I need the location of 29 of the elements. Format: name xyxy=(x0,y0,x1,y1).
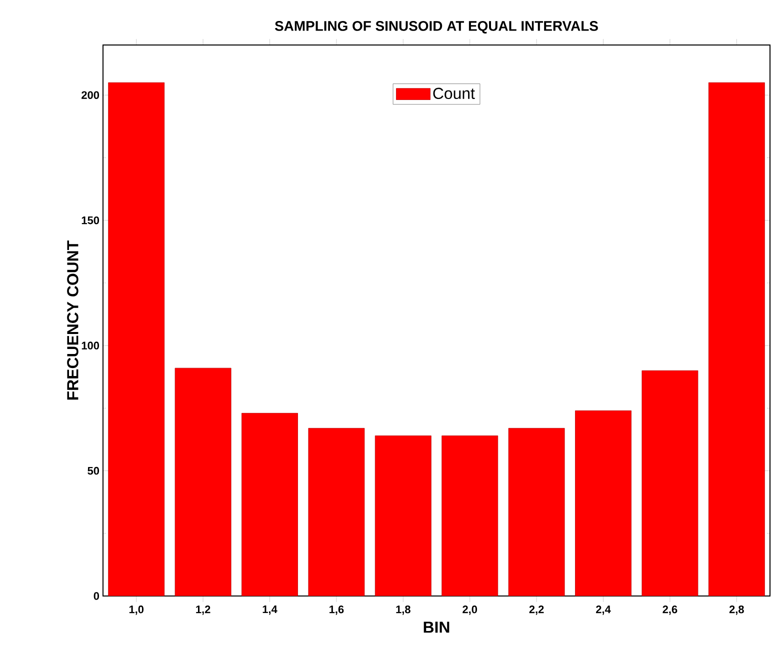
bar xyxy=(108,82,164,596)
x-tick-label: 1,2 xyxy=(196,606,210,615)
y-tick-label: 50 xyxy=(88,466,100,475)
legend-label: Count xyxy=(433,88,475,100)
x-tick-label: 2,0 xyxy=(462,606,478,615)
bar xyxy=(442,436,498,596)
x-tick-label: 1,0 xyxy=(129,606,144,615)
y-tick-label: 200 xyxy=(82,91,100,99)
x-tick-label: 2,2 xyxy=(529,606,544,615)
y-tick-label: 0 xyxy=(94,592,100,600)
y-tick-label: 100 xyxy=(82,342,100,350)
bar xyxy=(642,370,698,596)
x-tick-label: 1,4 xyxy=(262,606,278,615)
x-tick-label: 1,8 xyxy=(396,606,410,615)
x-tick-label: 2,4 xyxy=(596,606,611,615)
x-axis-title: BIN xyxy=(424,622,450,633)
x-tick-label: 1,6 xyxy=(330,606,344,615)
bar xyxy=(308,428,364,596)
bar xyxy=(708,82,765,596)
y-tick-label: 150 xyxy=(82,216,100,224)
bar xyxy=(375,436,432,596)
y-axis-title: FRECUENCY COUNT xyxy=(67,240,78,400)
chart-title: SAMPLING OF SINUSOID AT EQUAL INTERVALS xyxy=(274,21,598,34)
bar xyxy=(575,410,632,596)
x-tick-label: 2,6 xyxy=(662,606,678,615)
bar xyxy=(508,428,565,596)
bar xyxy=(175,368,232,596)
x-tick-label: 2,8 xyxy=(729,606,744,615)
bar xyxy=(242,413,298,596)
